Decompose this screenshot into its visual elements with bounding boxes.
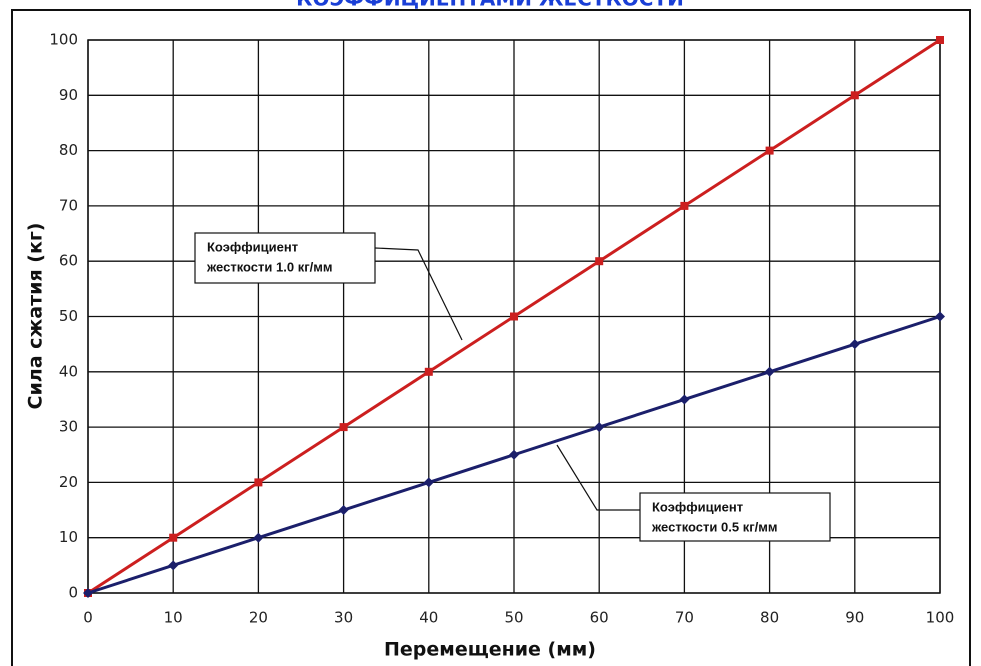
y-tick-label: 40	[59, 362, 78, 380]
y-tick-label: 50	[59, 307, 78, 325]
x-tick-label: 60	[590, 609, 609, 627]
point	[850, 91, 859, 100]
point	[83, 588, 93, 598]
leader-line	[556, 444, 640, 511]
chart-title: КОЭФФИЦИЕНТАМИ ЖЕСТКОСТИ	[296, 0, 684, 11]
annotation-box	[639, 492, 831, 542]
x-tick-label: 80	[760, 609, 779, 627]
point	[595, 257, 604, 266]
point	[423, 477, 434, 488]
annotation-text: жесткости 0.5 кг/мм	[651, 519, 777, 534]
y-tick-label: 0	[68, 584, 78, 602]
point	[935, 311, 945, 322]
x-tick-label: 10	[164, 609, 183, 627]
x-tick-label: 30	[334, 609, 353, 627]
y-tick-label: 90	[59, 86, 78, 104]
y-tick-label: 70	[59, 196, 78, 214]
point	[849, 339, 860, 350]
y-tick-label: 10	[59, 528, 78, 546]
point	[168, 560, 179, 571]
y-tick-label: 30	[59, 418, 78, 436]
point	[253, 532, 264, 543]
leader-line	[374, 247, 463, 341]
annotation-text: Коэффициент	[207, 239, 298, 254]
x-axis-label: Перемещение (мм)	[384, 639, 596, 661]
point	[424, 367, 433, 376]
y-tick-label: 100	[49, 31, 78, 49]
x-tick-label: 20	[249, 609, 268, 627]
y-tick-label: 20	[59, 473, 78, 491]
point	[594, 422, 605, 433]
annotation-text: Коэффициент	[652, 499, 743, 514]
x-tick-label: 40	[419, 609, 438, 627]
y-axis-label: Сила сжатия (кг)	[25, 223, 47, 410]
point	[765, 146, 774, 155]
point	[169, 533, 178, 542]
x-tick-label: 0	[83, 609, 93, 627]
point	[510, 312, 518, 321]
point	[764, 366, 775, 377]
point	[254, 478, 263, 487]
y-tick-label: 80	[59, 141, 78, 159]
point	[509, 449, 519, 460]
x-tick-label: 100	[926, 609, 955, 627]
y-tick-label: 60	[59, 252, 78, 270]
annotation-text: жесткости 1.0 кг/мм	[206, 259, 332, 274]
x-tick-label: 70	[675, 609, 694, 627]
annotation-box	[194, 232, 376, 284]
x-tick-label: 90	[845, 609, 864, 627]
point	[680, 201, 689, 210]
point	[679, 394, 690, 405]
point	[936, 36, 944, 44]
point	[338, 505, 349, 516]
chart-frame	[11, 9, 971, 666]
x-tick-label: 50	[504, 609, 523, 627]
point	[339, 423, 348, 432]
